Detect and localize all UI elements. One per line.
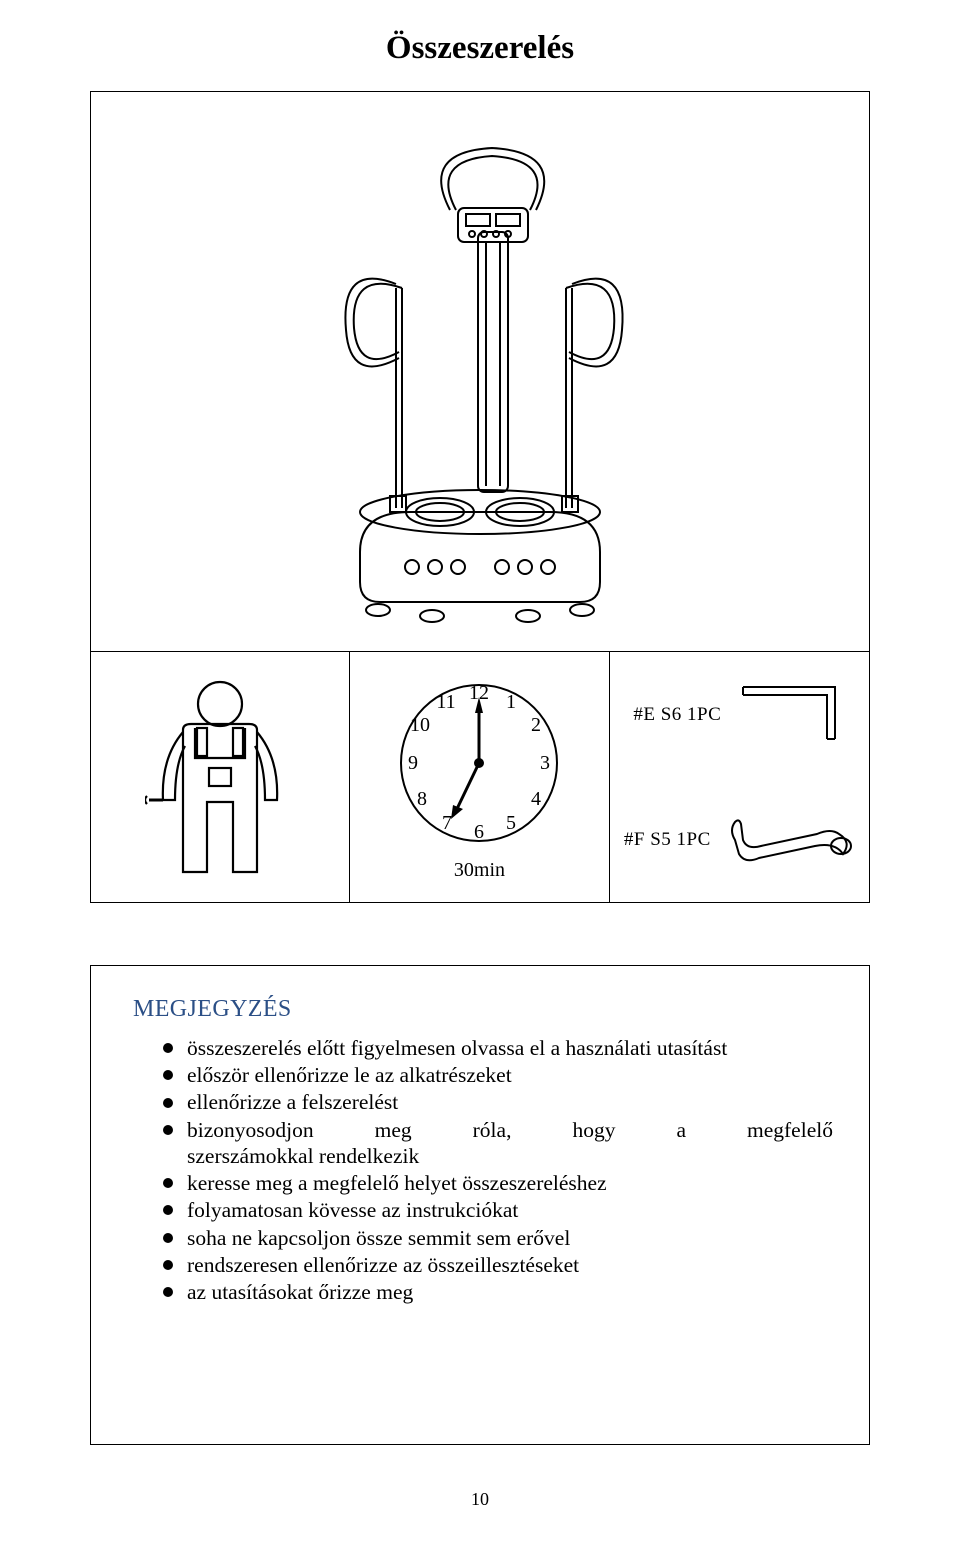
wrench-s-icon	[725, 810, 855, 870]
svg-text:4: 4	[531, 788, 541, 810]
note-item: keresse meg a megfelelő helyet összeszer…	[163, 1170, 833, 1196]
svg-text:6: 6	[474, 821, 484, 843]
svg-text:9: 9	[408, 752, 418, 774]
person-cell	[90, 651, 350, 902]
tool-e-row: #E S6 1PC	[610, 652, 869, 777]
tool-f-row: #F S5 1PC	[610, 777, 869, 902]
tools-cell: #E S6 1PC #F S5 1PC	[609, 651, 869, 902]
machine-illustration	[300, 112, 660, 632]
page-number: 10	[90, 1489, 870, 1510]
allen-key-large-icon	[735, 679, 845, 751]
svg-text:8: 8	[417, 788, 427, 810]
svg-text:11: 11	[437, 691, 456, 713]
notes-list: összeszerelés előtt figyelmesen olvassa …	[163, 1035, 833, 1305]
page: Összeszerelés	[0, 0, 960, 1560]
notes-box: MEGJEGYZÉS összeszerelés előtt figyelmes…	[90, 965, 870, 1445]
note-item: bizonyosodjon meg róla, hogy a megfelelő…	[163, 1117, 833, 1169]
svg-text:5: 5	[506, 812, 516, 834]
note-item: összeszerelés előtt figyelmesen olvassa …	[163, 1035, 833, 1061]
note-item: soha ne kapcsoljon össze semmit sem erőv…	[163, 1225, 833, 1251]
note-item: rendszeresen ellenőrizze az összeilleszt…	[163, 1252, 833, 1278]
clock-cell: 12 1 2 3 4 5 6 7 8 9 10 11 30min	[349, 651, 609, 902]
svg-text:1: 1	[506, 691, 516, 713]
clock-icon: 12 1 2 3 4 5 6 7 8 9 10 11	[389, 673, 569, 853]
note-item-line1: bizonyosodjon meg róla, hogy a megfelelő	[187, 1117, 833, 1143]
svg-text:2: 2	[531, 714, 541, 736]
svg-text:12: 12	[469, 682, 489, 704]
note-item: folyamatosan kövesse az instrukciókat	[163, 1197, 833, 1223]
machine-illustration-area	[91, 92, 869, 652]
svg-text:7: 7	[442, 812, 452, 834]
tool-f-label: #F S5 1PC	[624, 829, 711, 851]
note-item: ellenőrizze a felszerelést	[163, 1089, 833, 1115]
svg-text:3: 3	[540, 752, 550, 774]
assembly-figure-box: 12 1 2 3 4 5 6 7 8 9 10 11 30min	[90, 91, 870, 903]
note-item: az utasításokat őrizze meg	[163, 1279, 833, 1305]
tool-e-label: #E S6 1PC	[633, 704, 721, 726]
figure-bottom-row: 12 1 2 3 4 5 6 7 8 9 10 11 30min	[91, 652, 869, 902]
page-title: Összeszerelés	[90, 30, 870, 67]
note-item: először ellenőrizze le az alkatrészeket	[163, 1062, 833, 1088]
svg-text:10: 10	[410, 714, 430, 736]
time-label: 30min	[454, 859, 505, 882]
notes-heading: MEGJEGYZÉS	[133, 996, 833, 1023]
person-icon	[145, 672, 295, 882]
